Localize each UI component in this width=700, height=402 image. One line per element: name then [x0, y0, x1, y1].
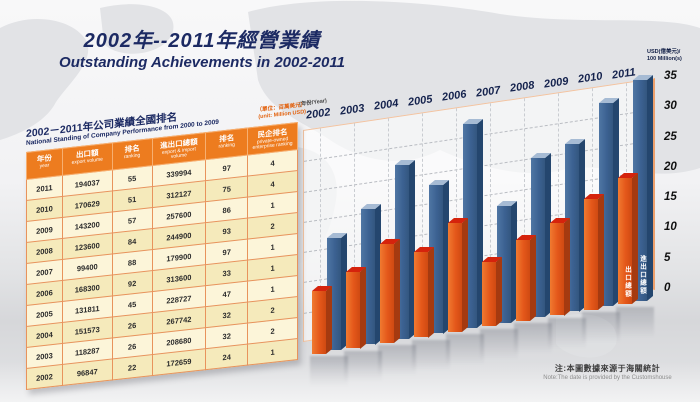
year-label-2004: 2004	[373, 97, 400, 113]
export-bar-2009	[550, 217, 570, 316]
bar-side-face	[647, 74, 653, 301]
series-label: 出口總額	[623, 266, 631, 299]
year-label-2003: 2003	[339, 101, 366, 118]
y-axis-tick: 0	[664, 282, 671, 294]
y-unit-line2: 100 Million(s)	[647, 56, 682, 63]
export-bar-2011: 出口總額	[618, 173, 638, 305]
year-label-2006: 2006	[441, 88, 468, 104]
title-en: Outstanding Achievements in 2002-2011	[59, 54, 345, 71]
table-cell: 22	[112, 354, 153, 381]
export-bar-2007	[482, 257, 502, 327]
export-bar-2008	[516, 235, 536, 321]
title-zh: 2002年--2011年經營業績	[83, 30, 321, 52]
bar-reflection	[548, 317, 586, 354]
source-note-zh: 注:本圖數據來源于海關統計	[554, 364, 661, 373]
y-axis-tick: 20	[664, 160, 677, 173]
year-label-2002: 2002	[305, 106, 332, 122]
export-bar-2004	[380, 239, 400, 343]
table-unit-note: （單位：百萬美元） (unit: Million USD)	[256, 102, 306, 122]
year-label-2011: 2011	[611, 65, 637, 82]
bar-reflection	[344, 350, 382, 387]
export-bar-2010	[584, 193, 604, 310]
bar-side-face	[496, 257, 502, 327]
year-label-2007: 2007	[475, 83, 502, 100]
column-header: 年份 year	[26, 148, 63, 180]
y-axis-unit-label: USD(億美元)/ 100 Million(s)	[647, 49, 682, 64]
bar-reflection	[514, 323, 552, 359]
year-label-2009: 2009	[543, 74, 570, 91]
series-label: 進出口總額	[638, 254, 646, 295]
bar-side-face	[632, 173, 638, 305]
export-bar-2003	[346, 266, 366, 349]
export-bar-2006	[448, 217, 468, 332]
bar-reflection	[480, 328, 518, 365]
y-axis-tick: 30	[664, 100, 677, 113]
y-axis-tick: 35	[664, 69, 677, 82]
year-label-2010: 2010	[577, 70, 604, 86]
y-axis-tick: 10	[664, 221, 677, 234]
bar-side-face	[530, 235, 536, 321]
y-axis-tick: 25	[664, 130, 677, 143]
bar-side-face	[394, 239, 400, 343]
export-bar-2002	[312, 285, 332, 354]
bar-side-face	[598, 193, 604, 310]
performance-table: 年份 year 出口額 export volume 排名 ranking 進出口總額 expo…	[26, 122, 298, 391]
performance-table-zone: 2002－2011年公司業績全國排名 National Standing of …	[26, 97, 306, 390]
source-note-en: Note:The date is provided by the Customs…	[543, 375, 672, 381]
bar-side-face	[428, 246, 434, 338]
y-axis-tick: 5	[664, 251, 671, 264]
bar-side-face	[360, 266, 366, 349]
bar-side-face	[462, 217, 468, 332]
bar-reflection	[616, 306, 654, 343]
page-title: 2002年--2011年經營業績 Outstanding Achievement…	[34, 24, 370, 71]
year-label-2008: 2008	[509, 79, 536, 95]
table-cell: 2002	[26, 364, 63, 390]
source-note: 注:本圖數據來源于海關統計 Note:The date is provided …	[515, 363, 700, 381]
export-bar-2005	[414, 246, 434, 338]
bar-reflection	[310, 356, 348, 392]
bar-side-face	[564, 217, 570, 316]
y-axis-tick: 15	[664, 191, 677, 204]
bar-reflection	[446, 334, 484, 370]
bar-reflection	[378, 345, 416, 381]
y-unit-line1: USD(億美元)/	[647, 49, 681, 55]
bar-reflection	[412, 339, 450, 376]
bar-reflection	[582, 312, 620, 348]
year-label-2005: 2005	[407, 92, 434, 109]
bar-side-face	[326, 285, 332, 354]
table-cell: 24	[205, 344, 248, 370]
